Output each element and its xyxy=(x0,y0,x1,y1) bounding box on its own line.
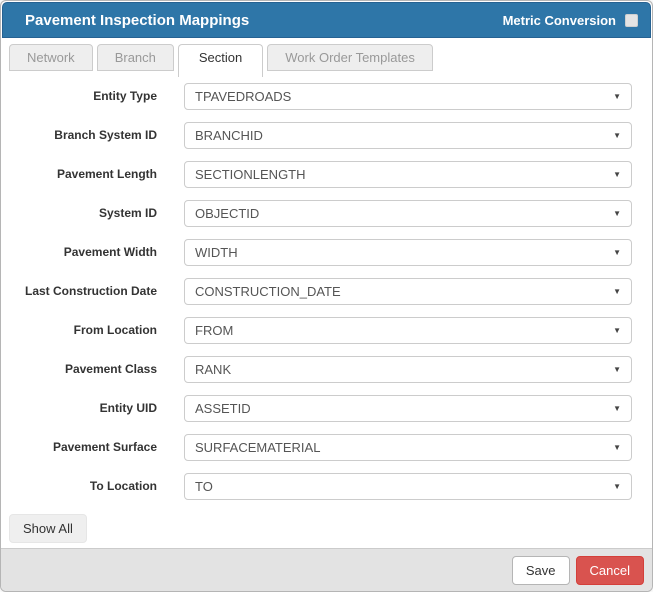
select-wrapper: RANK ▼ xyxy=(184,356,632,383)
form-row-pavement-length: Pavement Length SECTIONLENGTH ▼ xyxy=(9,161,632,188)
tab-work-order-templates[interactable]: Work Order Templates xyxy=(267,44,433,71)
form-row-pavement-class: Pavement Class RANK ▼ xyxy=(9,356,632,383)
from-location-select[interactable]: FROM xyxy=(184,317,632,344)
form-row-from-location: From Location FROM ▼ xyxy=(9,317,632,344)
select-wrapper: SURFACEMATERIAL ▼ xyxy=(184,434,632,461)
pavement-surface-label: Pavement Surface xyxy=(52,440,157,454)
select-wrapper: FROM ▼ xyxy=(184,317,632,344)
dialog-footer: Save Cancel xyxy=(1,548,652,591)
select-wrapper: OBJECTID ▼ xyxy=(184,200,632,227)
show-all-button[interactable]: Show All xyxy=(9,514,87,543)
entity-type-label: Entity Type xyxy=(93,89,157,103)
pavement-length-select[interactable]: SECTIONLENGTH xyxy=(184,161,632,188)
to-location-label: To Location xyxy=(89,479,157,493)
form-row-last-construction-date: Last Construction Date CONSTRUCTION_DATE… xyxy=(9,278,632,305)
pavement-class-select[interactable]: RANK xyxy=(184,356,632,383)
form-row-to-location: To Location TO ▼ xyxy=(9,473,632,500)
to-location-select[interactable]: TO xyxy=(184,473,632,500)
select-wrapper: WIDTH ▼ xyxy=(184,239,632,266)
system-id-select[interactable]: OBJECTID xyxy=(184,200,632,227)
entity-uid-label: Entity UID xyxy=(99,401,157,415)
pavement-width-label: Pavement Width xyxy=(63,245,157,259)
last-construction-date-label: Last Construction Date xyxy=(24,284,157,298)
select-wrapper: CONSTRUCTION_DATE ▼ xyxy=(184,278,632,305)
select-wrapper: TO ▼ xyxy=(184,473,632,500)
header-right-group: Metric Conversion xyxy=(503,13,638,28)
pavement-length-label: Pavement Length xyxy=(56,167,157,181)
section-mapping-form: Entity Type TPAVEDROADS ▼ Branch System … xyxy=(1,77,652,512)
entity-type-select[interactable]: TPAVEDROADS xyxy=(184,83,632,110)
select-wrapper: SECTIONLENGTH ▼ xyxy=(184,161,632,188)
form-row-pavement-width: Pavement Width WIDTH ▼ xyxy=(9,239,632,266)
dialog-header: Pavement Inspection Mappings Metric Conv… xyxy=(2,2,651,38)
save-button[interactable]: Save xyxy=(511,555,570,585)
branch-system-id-select[interactable]: BRANCHID xyxy=(184,122,632,149)
form-row-branch-system-id: Branch System ID BRANCHID ▼ xyxy=(9,122,632,149)
show-all-container: Show All xyxy=(1,512,652,543)
select-wrapper: ASSETID ▼ xyxy=(184,395,632,422)
select-wrapper: BRANCHID ▼ xyxy=(184,122,632,149)
last-construction-date-select[interactable]: CONSTRUCTION_DATE xyxy=(184,278,632,305)
entity-uid-select[interactable]: ASSETID xyxy=(184,395,632,422)
metric-conversion-label: Metric Conversion xyxy=(502,12,616,28)
metric-conversion-checkbox[interactable] xyxy=(625,13,638,27)
pavement-surface-select[interactable]: SURFACEMATERIAL xyxy=(184,434,632,461)
pavement-class-label: Pavement Class xyxy=(64,362,157,376)
dialog-title: Pavement Inspection Mappings xyxy=(25,11,250,29)
branch-system-id-label: Branch System ID xyxy=(54,128,157,142)
form-row-entity-type: Entity Type TPAVEDROADS ▼ xyxy=(9,83,632,110)
select-wrapper: TPAVEDROADS ▼ xyxy=(184,83,632,110)
tab-section[interactable]: Section xyxy=(177,44,264,77)
form-row-system-id: System ID OBJECTID ▼ xyxy=(9,200,632,227)
tab-branch[interactable]: Branch xyxy=(96,44,174,71)
tab-network[interactable]: Network xyxy=(9,44,93,71)
form-row-pavement-surface: Pavement Surface SURFACEMATERIAL ▼ xyxy=(9,434,632,461)
cancel-button[interactable]: Cancel xyxy=(575,555,644,585)
form-row-entity-uid: Entity UID ASSETID ▼ xyxy=(9,395,632,422)
pavement-width-select[interactable]: WIDTH xyxy=(184,239,632,266)
system-id-label: System ID xyxy=(98,206,157,220)
tab-bar: Network Branch Section Work Order Templa… xyxy=(1,38,652,77)
from-location-label: From Location xyxy=(73,323,157,337)
